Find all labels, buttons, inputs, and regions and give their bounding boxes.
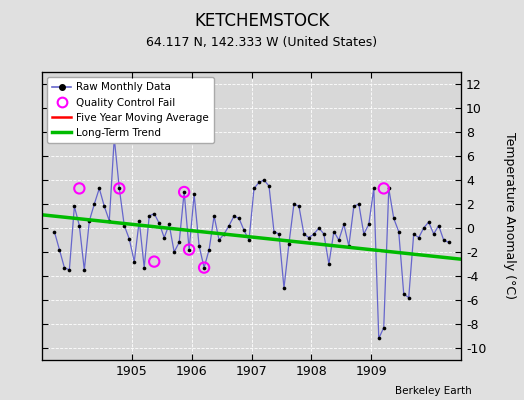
- Point: [345, 243, 353, 249]
- Point: [155, 220, 163, 226]
- Point: [414, 234, 423, 241]
- Point: [205, 246, 213, 253]
- Point: [290, 201, 298, 207]
- Point: [185, 246, 193, 253]
- Point: [409, 231, 418, 237]
- Point: [175, 239, 183, 246]
- Point: [75, 185, 83, 192]
- Point: [90, 201, 99, 207]
- Point: [145, 213, 154, 219]
- Point: [215, 237, 223, 243]
- Point: [220, 231, 228, 237]
- Point: [444, 239, 453, 246]
- Point: [420, 225, 428, 231]
- Point: [365, 221, 373, 228]
- Point: [275, 231, 283, 237]
- Point: [300, 231, 308, 237]
- Point: [379, 185, 388, 192]
- Point: [50, 228, 59, 235]
- Point: [225, 222, 233, 229]
- Point: [120, 222, 128, 229]
- Point: [70, 203, 79, 210]
- Text: Berkeley Earth: Berkeley Earth: [395, 386, 472, 396]
- Point: [285, 240, 293, 247]
- Point: [65, 267, 73, 273]
- Point: [115, 185, 124, 192]
- Point: [295, 203, 303, 210]
- Legend: Raw Monthly Data, Quality Control Fail, Five Year Moving Average, Long-Term Tren: Raw Monthly Data, Quality Control Fail, …: [47, 77, 214, 143]
- Point: [195, 243, 203, 249]
- Point: [80, 267, 89, 273]
- Y-axis label: Temperature Anomaly (°C): Temperature Anomaly (°C): [503, 132, 516, 300]
- Point: [270, 228, 278, 235]
- Point: [280, 285, 288, 291]
- Point: [140, 264, 148, 271]
- Point: [405, 294, 413, 301]
- Point: [304, 234, 313, 241]
- Point: [200, 264, 208, 271]
- Point: [350, 203, 358, 210]
- Point: [115, 185, 124, 192]
- Point: [85, 218, 94, 224]
- Point: [400, 291, 408, 297]
- Point: [75, 222, 83, 229]
- Point: [135, 218, 144, 224]
- Point: [395, 228, 403, 235]
- Point: [325, 261, 333, 267]
- Point: [245, 237, 253, 243]
- Point: [260, 177, 268, 183]
- Text: 64.117 N, 142.333 W (United States): 64.117 N, 142.333 W (United States): [146, 36, 378, 49]
- Point: [359, 231, 368, 237]
- Point: [440, 237, 448, 243]
- Point: [330, 228, 338, 235]
- Point: [430, 231, 438, 237]
- Point: [424, 219, 433, 225]
- Point: [235, 215, 243, 222]
- Point: [150, 258, 158, 265]
- Point: [185, 246, 193, 253]
- Point: [200, 264, 208, 271]
- Point: [315, 225, 323, 231]
- Point: [125, 236, 134, 242]
- Point: [340, 221, 348, 228]
- Point: [150, 210, 158, 217]
- Point: [389, 215, 398, 222]
- Point: [210, 213, 219, 219]
- Point: [160, 234, 168, 241]
- Point: [180, 189, 188, 195]
- Point: [95, 185, 103, 192]
- Point: [170, 249, 178, 255]
- Point: [385, 185, 393, 192]
- Point: [130, 258, 138, 265]
- Point: [335, 237, 343, 243]
- Point: [165, 221, 173, 228]
- Point: [379, 324, 388, 331]
- Point: [310, 231, 318, 237]
- Point: [250, 185, 258, 192]
- Point: [375, 335, 383, 342]
- Point: [320, 231, 328, 237]
- Text: KETCHEMSTOCK: KETCHEMSTOCK: [194, 12, 330, 30]
- Point: [105, 218, 114, 224]
- Point: [55, 246, 63, 253]
- Point: [60, 264, 69, 271]
- Point: [230, 213, 238, 219]
- Point: [265, 183, 273, 189]
- Point: [355, 201, 363, 207]
- Point: [190, 191, 199, 198]
- Point: [255, 179, 263, 186]
- Point: [180, 189, 188, 195]
- Point: [434, 222, 443, 229]
- Point: [240, 227, 248, 234]
- Point: [100, 203, 108, 210]
- Point: [369, 185, 378, 192]
- Point: [110, 135, 118, 141]
